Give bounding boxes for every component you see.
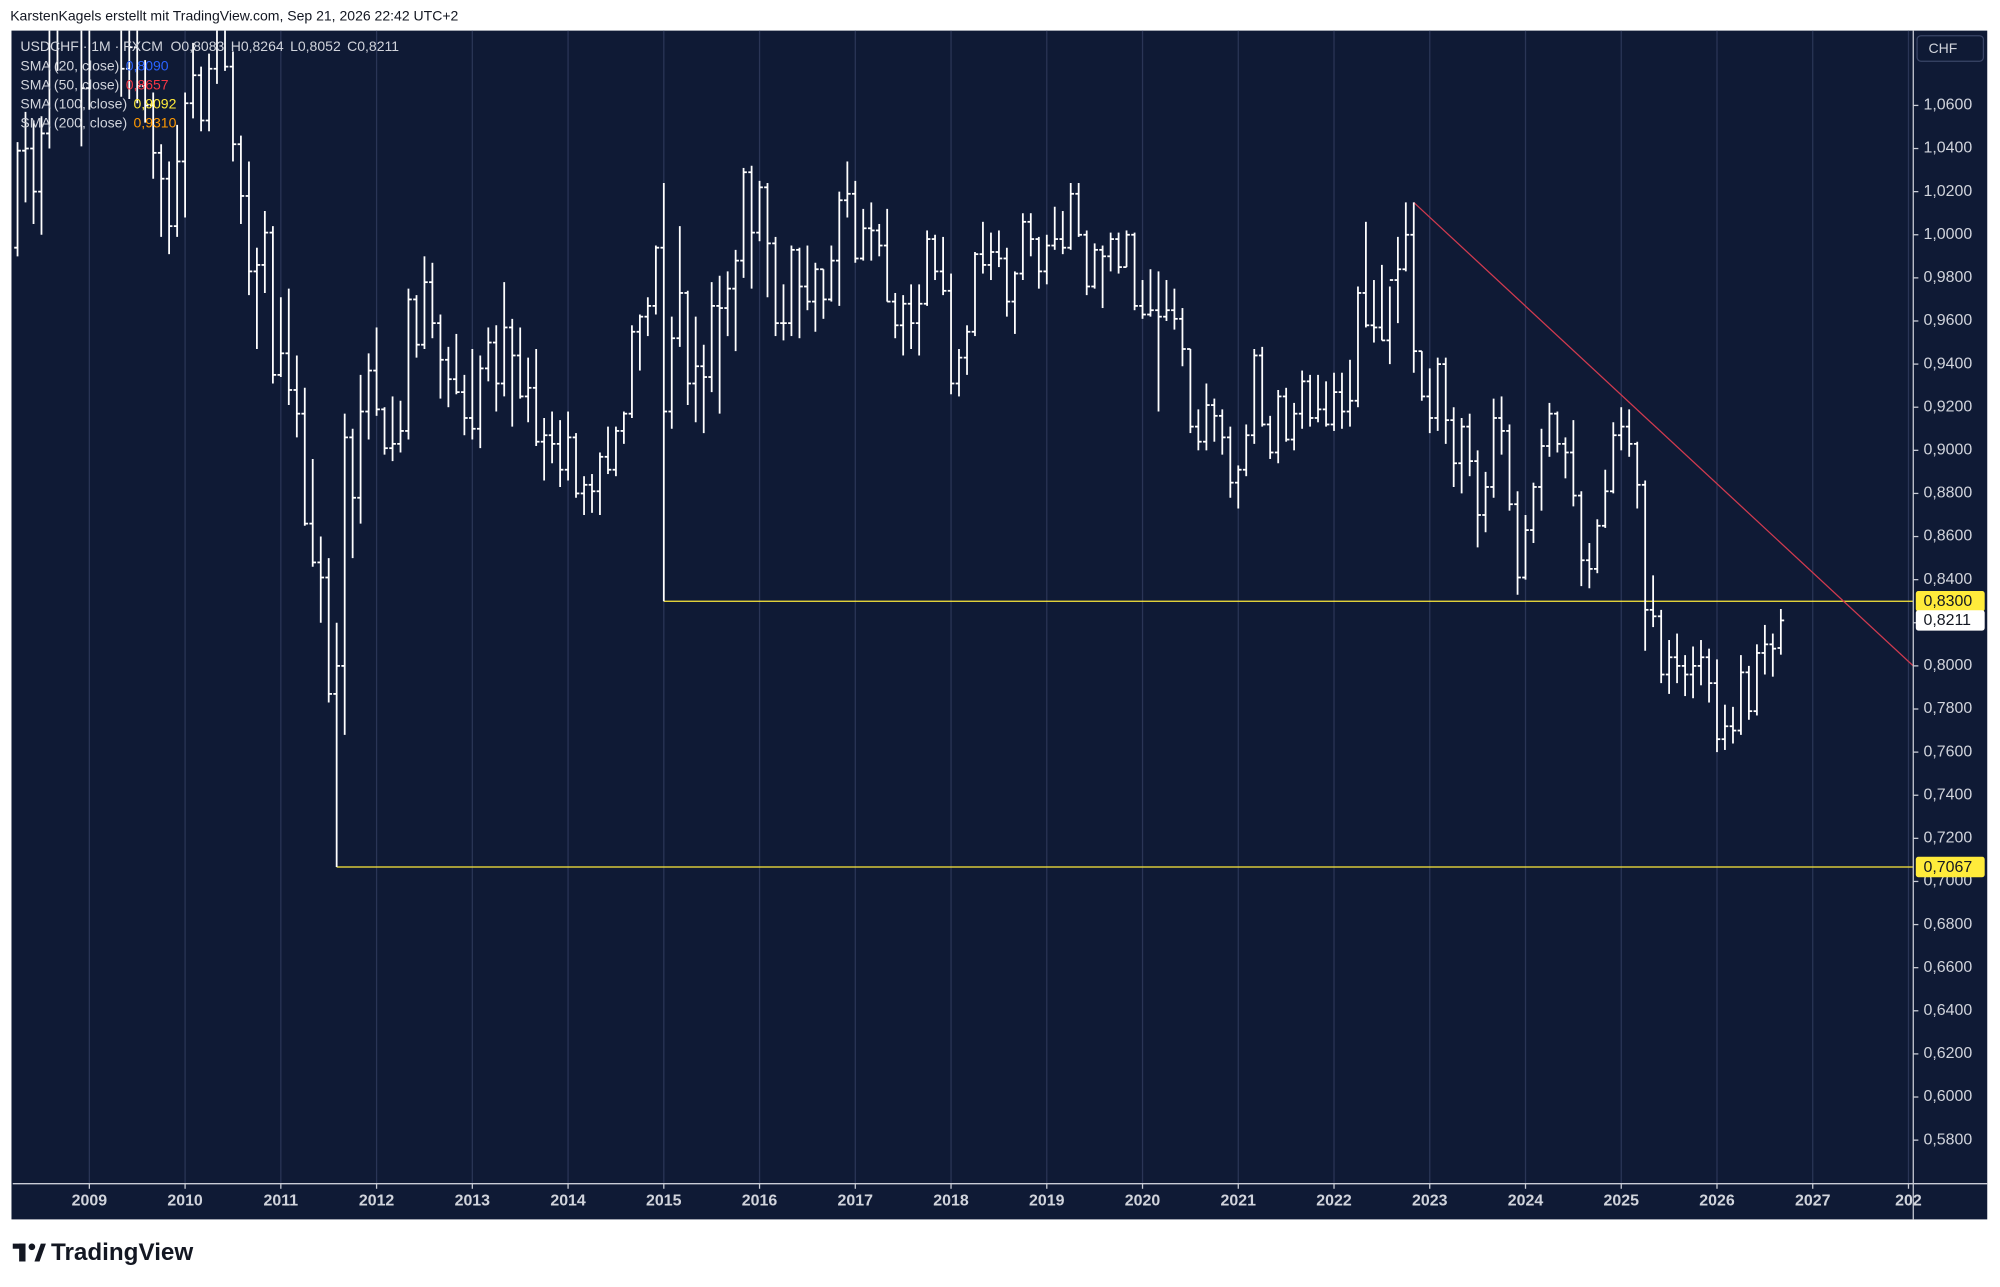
legend-symbol: USDCHF · 1M · FXCM (20, 38, 162, 54)
last-price-label: 0,8211 (1923, 612, 1971, 629)
x-tick-label: 2014 (550, 1193, 586, 1210)
y-tick-label: 0,8400 (1923, 571, 1972, 588)
grid (88, 30, 1910, 1184)
x-tick-label: 2015 (646, 1193, 682, 1210)
indicator-value: 0,9092 (134, 95, 177, 111)
indicator-value: 0,8657 (126, 76, 169, 92)
axes: 2009 2010 2011 2012 2013 2014 2015 2016 2017 2018… (72, 97, 1985, 1210)
plot-area (14, 30, 1914, 868)
y-tick-label: 0,7200 (1923, 830, 1972, 847)
y-tick-label: 0,9000 (1923, 442, 1972, 459)
y-tick-label: 1,0000 (1923, 226, 1972, 243)
brand-logo (12, 1243, 46, 1262)
legend-ohlc: H0,8264 (231, 38, 284, 54)
y-tick-label: 0,6200 (1923, 1045, 1972, 1062)
y-tick-label: 0,9400 (1923, 355, 1972, 372)
legend-indicator: SMA (100, close) 0,9092 (20, 95, 176, 111)
brand-name: TradingView (51, 1239, 193, 1266)
x-tick-label: 202 (1895, 1193, 1922, 1210)
indicator-name: SMA (50, close) (20, 76, 119, 92)
level-price-box (1915, 591, 1985, 612)
chart-panel (11, 30, 1988, 1220)
y-tick-label: 0,5800 (1923, 1131, 1972, 1148)
level-price-label: 0,7067 (1923, 859, 1972, 876)
x-tick-label: 2011 (264, 1193, 299, 1210)
x-tick-label: 2020 (1125, 1193, 1161, 1210)
trendline (1413, 201, 1914, 667)
x-tick-label: 2012 (359, 1193, 395, 1210)
x-tick-label: 2018 (933, 1193, 969, 1210)
y-tick-label: 0,8800 (1923, 485, 1972, 502)
x-tick-label: 2017 (838, 1193, 874, 1210)
indicator-value: 0,8090 (126, 57, 169, 73)
y-tick-label: 0,9200 (1923, 398, 1972, 415)
y-tick-label: 0,9800 (1923, 269, 1972, 286)
y-tick-label: 0,9600 (1923, 312, 1972, 329)
y-tick-label: 0,8600 (1923, 528, 1972, 545)
level-price-label: 0,8300 (1923, 593, 1972, 610)
x-tick-label: 2013 (455, 1193, 491, 1210)
x-tick-label: 2019 (1029, 1193, 1065, 1210)
legend-ohlc: C0,8211 (347, 38, 399, 54)
x-tick-label: 2009 (72, 1193, 108, 1210)
currency-box (1916, 35, 1985, 62)
y-tick-label: 0,7800 (1923, 700, 1972, 717)
y-tick-label: 0,7600 (1923, 743, 1972, 760)
y-tick-label: 0,6000 (1923, 1088, 1972, 1105)
y-tick-label: 0,6800 (1923, 916, 1972, 933)
y-tick-label: 0,6400 (1923, 1002, 1972, 1019)
y-tick-label: 0,7400 (1923, 786, 1972, 803)
legend-indicator: SMA (50, close) 0,8657 (20, 76, 168, 92)
currency-label: CHF (1929, 40, 1958, 56)
y-tick-label: 0,8000 (1923, 657, 1972, 674)
legend-indicator: SMA (200, close) 0,9310 (20, 114, 176, 130)
last-price-box (1915, 610, 1985, 631)
level-price-box (1915, 856, 1985, 878)
legend-symbol-line: USDCHF · 1M · FXCM O0,8083 H0,8264 L0,8052 C… (20, 38, 399, 54)
x-tick-label: 2010 (167, 1193, 203, 1210)
legend-indicator: SMA (20, close) 0,8090 (20, 57, 168, 73)
legend-ohlc: O0,8083 (171, 38, 225, 54)
header-text: KarstenKagels erstellt mit TradingView.c… (10, 7, 458, 23)
y-tick-label: 0,6600 (1923, 959, 1972, 976)
indicator-value: 0,9310 (134, 114, 177, 130)
x-tick-label: 2024 (1508, 1193, 1544, 1210)
x-tick-label: 2026 (1699, 1193, 1735, 1210)
y-tick-label: 1,0600 (1923, 97, 1972, 114)
legend: USDCHF · 1M · FXCM O0,8083 H0,8264 L0,8052 C… (20, 38, 399, 131)
x-tick-label: 2022 (1316, 1193, 1352, 1210)
x-tick-label: 2023 (1412, 1193, 1448, 1210)
legend-ohlc: L0,8052 (290, 38, 341, 54)
indicator-name: SMA (200, close) (20, 114, 127, 130)
y-tick-label: 1,0200 (1923, 183, 1972, 200)
indicator-name: SMA (100, close) (20, 95, 127, 111)
x-tick-label: 2016 (742, 1193, 778, 1210)
y-tick-label: 1,0400 (1923, 140, 1972, 157)
indicator-name: SMA (20, close) (20, 57, 119, 73)
x-tick-label: 2027 (1795, 1193, 1831, 1210)
x-tick-label: 2021 (1221, 1193, 1257, 1210)
x-tick-label: 2025 (1604, 1193, 1640, 1210)
